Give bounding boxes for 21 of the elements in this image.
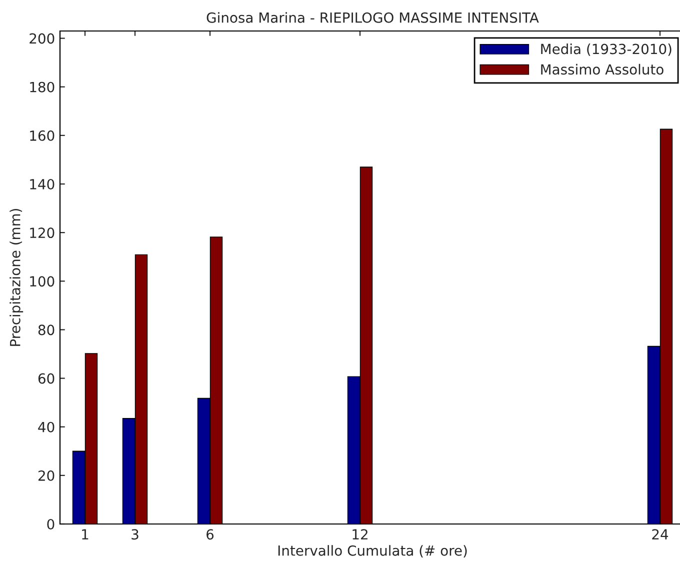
x-axis-title: Intervallo Cumulata (# ore) xyxy=(278,545,467,558)
y-tick-label: 60 xyxy=(38,373,54,384)
y-tick-label: 120 xyxy=(30,228,54,238)
y-axis-title: Precipitazione (mm) xyxy=(10,208,24,346)
y-tick-label: 200 xyxy=(30,33,54,44)
y-tick-label: 160 xyxy=(30,130,54,141)
y-tick-label: 0 xyxy=(47,518,54,530)
chart-title: Ginosa Marina - RIEPILOGO MASSIME INTENSITA xyxy=(206,12,539,23)
x-tick-label: 1 xyxy=(82,529,88,540)
y-tick-label: 20 xyxy=(38,470,54,481)
x-tick-label: 3 xyxy=(132,529,138,540)
x-tick-label: 24 xyxy=(652,529,668,540)
legend-label: Media (1933-2010) xyxy=(541,44,672,56)
legend-label: Massimo Assoluto xyxy=(541,64,664,75)
x-tick-label: 12 xyxy=(352,529,368,540)
y-tick-label: 140 xyxy=(30,178,54,190)
x-tick-label: 6 xyxy=(206,529,214,540)
y-tick-label: 100 xyxy=(30,276,54,287)
y-tick-label: 80 xyxy=(38,324,54,336)
y-tick-label: 180 xyxy=(30,82,54,92)
y-tick-label: 40 xyxy=(38,422,54,432)
